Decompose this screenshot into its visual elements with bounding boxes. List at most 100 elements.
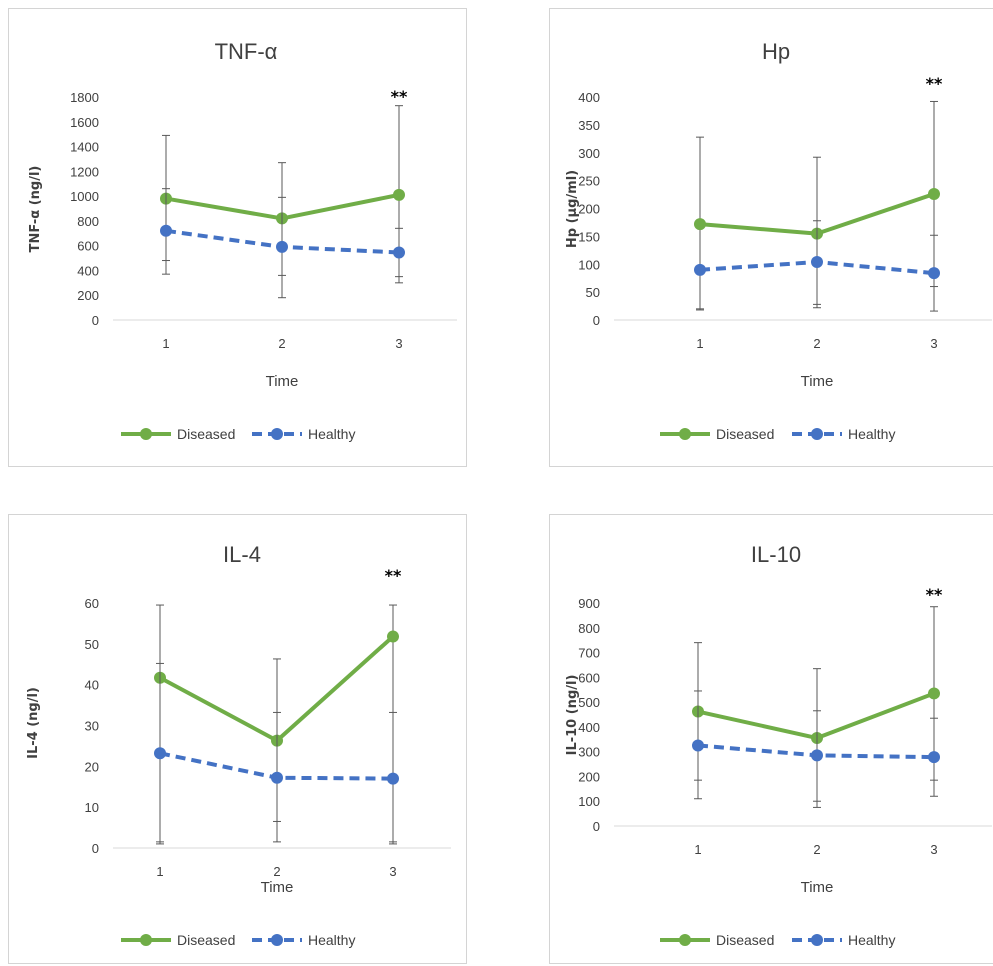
data-point-healthy (387, 772, 399, 785)
x-tick-label: 2 (813, 842, 820, 857)
x-axis-label: Time (266, 373, 299, 390)
data-point-diseased (694, 218, 706, 231)
data-point-diseased (928, 687, 940, 700)
y-tick-label: 150 (578, 229, 600, 244)
chart-il10: IL-10 IL-10 (ng/l) 0 100 200 300 400 500 600 700 8… (565, 542, 992, 948)
legend-marker-healthy (271, 934, 283, 946)
y-tick-label: 250 (578, 174, 600, 189)
y-tick-label: 100 (578, 794, 600, 809)
chart-title: TNF-α (215, 39, 278, 64)
x-tick-label: 1 (696, 336, 703, 351)
y-tick-label: 800 (578, 621, 600, 636)
y-tick-label: 600 (578, 670, 600, 685)
y-tick-label: 1800 (70, 90, 99, 105)
y-tick-label: 900 (578, 596, 600, 611)
legend-label-healthy: Healthy (848, 932, 895, 948)
y-tick-label: 1000 (70, 189, 99, 204)
y-tick-label: 1200 (70, 164, 99, 179)
y-axis-label: IL-10 (ng/l) (565, 675, 580, 756)
y-tick-label: 300 (578, 745, 600, 760)
legend-label-healthy: Healthy (308, 426, 355, 442)
legend-marker-diseased (140, 934, 152, 946)
series-line-diseased (697, 691, 935, 741)
legend-marker-healthy (271, 428, 283, 440)
y-tick-label: 200 (77, 288, 99, 303)
legend-label-healthy: Healthy (308, 932, 355, 948)
significance-annotation: ** (385, 566, 402, 585)
y-tick-label: 800 (77, 214, 99, 229)
legend-label-healthy: Healthy (848, 426, 895, 442)
legend-marker-diseased (140, 428, 152, 440)
chart-title: IL-4 (223, 542, 261, 567)
data-point-diseased (393, 188, 405, 201)
x-tick-label: 1 (694, 842, 701, 857)
y-axis-label: Hp (µg/ml) (565, 170, 580, 248)
y-tick-label: 20 (85, 759, 99, 774)
x-axis-label: Time (801, 879, 834, 896)
y-tick-label: 50 (85, 637, 99, 652)
data-point-healthy (694, 263, 706, 276)
y-tick-label: 400 (578, 720, 600, 735)
legend-label-diseased: Diseased (177, 426, 235, 442)
chart-panel-hp: Hp Hp (µg/ml) 0 50 100 150 200 250 300 350 400 1 2 3 T… (549, 8, 993, 467)
x-axis-label: Time (801, 373, 834, 390)
legend-marker-diseased (679, 934, 691, 946)
y-tick-label: 10 (85, 800, 99, 815)
y-tick-label: 100 (578, 257, 600, 272)
legend-label-diseased: Diseased (716, 932, 774, 948)
data-point-healthy (692, 739, 704, 752)
x-tick-label: 3 (389, 864, 396, 879)
legend-marker-healthy (811, 934, 823, 946)
y-tick-label: 700 (578, 646, 600, 661)
data-point-healthy (811, 256, 823, 269)
x-tick-label: 3 (930, 842, 937, 857)
x-axis-label: Time (261, 879, 294, 896)
significance-annotation: ** (926, 74, 943, 93)
significance-annotation: ** (926, 585, 943, 604)
y-tick-label: 200 (578, 769, 600, 784)
x-tick-label: 1 (162, 336, 169, 351)
y-tick-label: 40 (85, 678, 99, 693)
x-tick-label: 2 (813, 336, 820, 351)
x-tick-label: 3 (930, 336, 937, 351)
chart-panel-il4: IL-4 IL-4 (ng/l) 0 10 20 30 40 50 60 1 2 3 Time ** Dis… (8, 514, 467, 964)
chart-hp: Hp Hp (µg/ml) 0 50 100 150 200 250 300 350 400 1 2 3 T… (565, 39, 992, 442)
y-tick-label: 500 (578, 695, 600, 710)
y-tick-label: 50 (586, 285, 600, 300)
y-tick-label: 0 (92, 313, 99, 328)
data-point-healthy (928, 267, 940, 280)
y-axis-label: TNF-α (ng/l) (28, 166, 43, 253)
data-point-healthy (928, 751, 940, 764)
legend-label-diseased: Diseased (716, 426, 774, 442)
legend-marker-healthy (811, 428, 823, 440)
data-point-healthy (811, 749, 823, 762)
legend-label-diseased: Diseased (177, 932, 235, 948)
x-tick-label: 2 (273, 864, 280, 879)
chart-il4: IL-4 IL-4 (ng/l) 0 10 20 30 40 50 60 1 2 3 Time ** Dis… (26, 542, 451, 948)
legend-marker-diseased (679, 428, 691, 440)
y-tick-label: 0 (593, 819, 600, 834)
y-tick-label: 1600 (70, 115, 99, 130)
y-tick-label: 0 (92, 841, 99, 856)
chart-panel-tnf: TNF-α TNF-α (ng/l) 0 200 400 600 800 1000 1200 14… (8, 8, 467, 467)
x-tick-label: 3 (395, 336, 402, 351)
data-point-healthy (276, 240, 288, 253)
y-tick-label: 0 (593, 313, 600, 328)
y-tick-label: 60 (85, 596, 99, 611)
chart-title: Hp (762, 39, 790, 64)
data-point-healthy (393, 246, 405, 259)
y-tick-label: 30 (85, 719, 99, 734)
data-point-diseased (387, 630, 399, 643)
data-point-healthy (271, 771, 283, 784)
y-tick-label: 300 (578, 146, 600, 161)
chart-panel-il10: IL-10 IL-10 (ng/l) 0 100 200 300 400 500 600 700 8… (549, 514, 993, 964)
y-axis-label: IL-4 (ng/l) (26, 687, 41, 759)
data-point-healthy (154, 747, 166, 760)
data-point-diseased (928, 188, 940, 201)
significance-annotation: ** (391, 87, 408, 106)
y-tick-label: 400 (77, 263, 99, 278)
chart-tnf: TNF-α TNF-α (ng/l) 0 200 400 600 800 1000 1200 14… (28, 39, 457, 442)
y-tick-label: 400 (578, 90, 600, 105)
chart-title: IL-10 (751, 542, 801, 567)
y-tick-label: 1400 (70, 140, 99, 155)
